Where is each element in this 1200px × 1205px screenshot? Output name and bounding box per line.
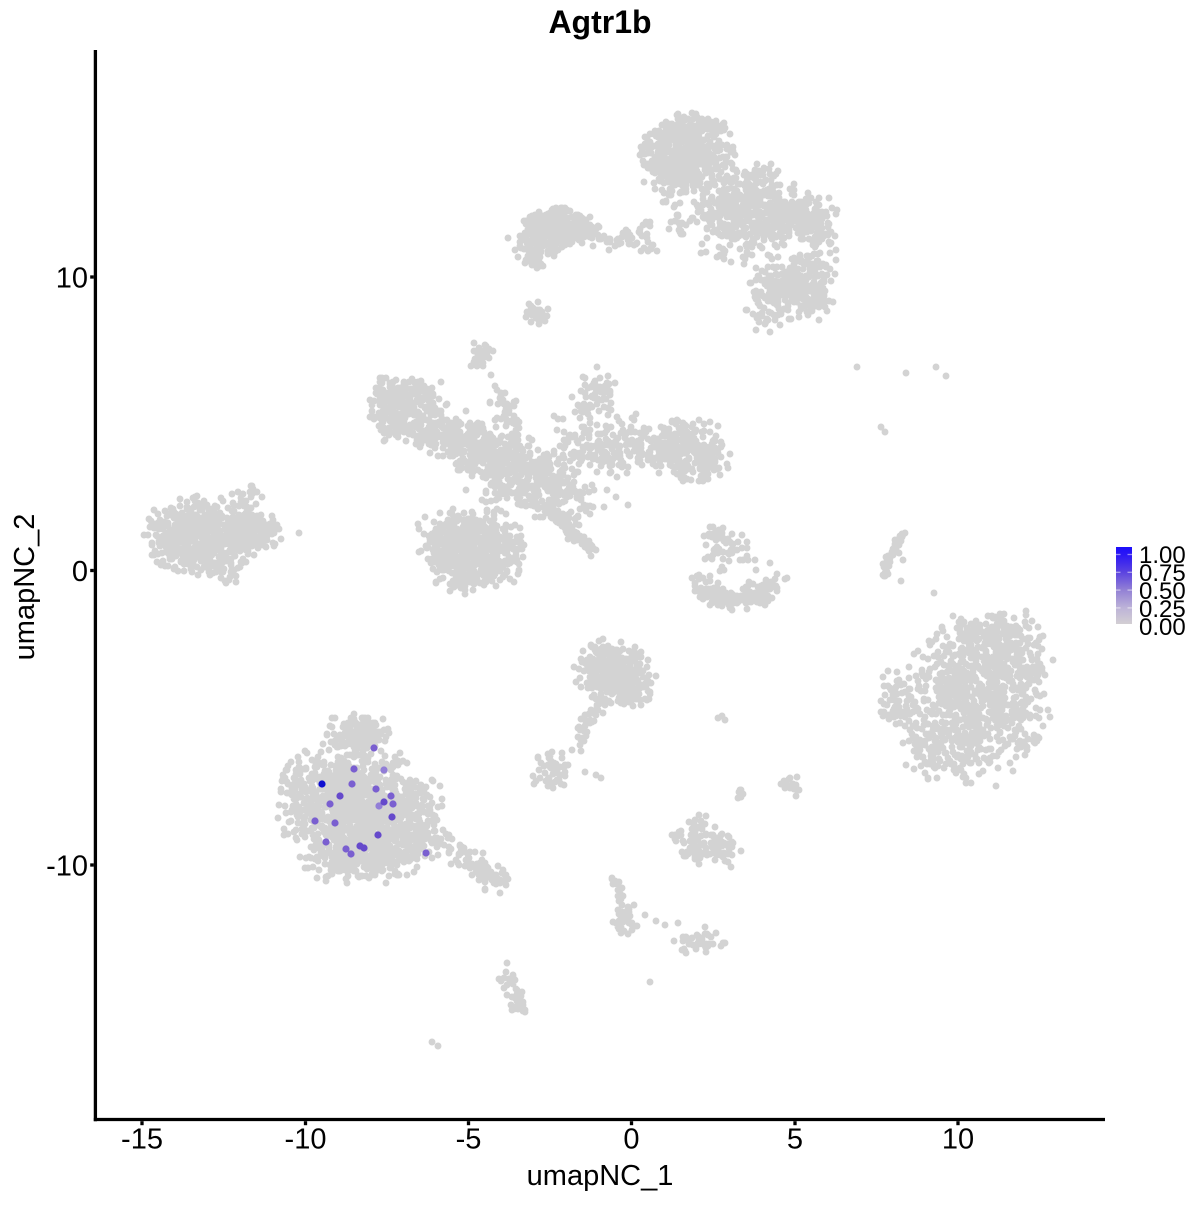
svg-text:1.00: 1.00 (1139, 542, 1186, 569)
svg-text:10: 10 (942, 1124, 974, 1156)
svg-text:0.50: 0.50 (1139, 578, 1186, 605)
svg-text:umapNC_1: umapNC_1 (527, 1160, 674, 1192)
svg-text:-15: -15 (121, 1124, 163, 1156)
svg-text:umapNC_2: umapNC_2 (9, 514, 41, 661)
svg-text:0.00: 0.00 (1139, 614, 1186, 641)
svg-text:5: 5 (787, 1124, 803, 1156)
svg-text:0: 0 (623, 1124, 639, 1156)
svg-text:0.75: 0.75 (1139, 560, 1186, 587)
svg-text:-10: -10 (285, 1124, 327, 1156)
svg-text:-10: -10 (46, 850, 88, 882)
svg-text:10: 10 (56, 262, 88, 294)
svg-text:Agtr1b: Agtr1b (548, 4, 651, 40)
svg-text:0.25: 0.25 (1139, 596, 1186, 623)
svg-text:-5: -5 (456, 1124, 482, 1156)
svg-text:0: 0 (72, 556, 88, 588)
